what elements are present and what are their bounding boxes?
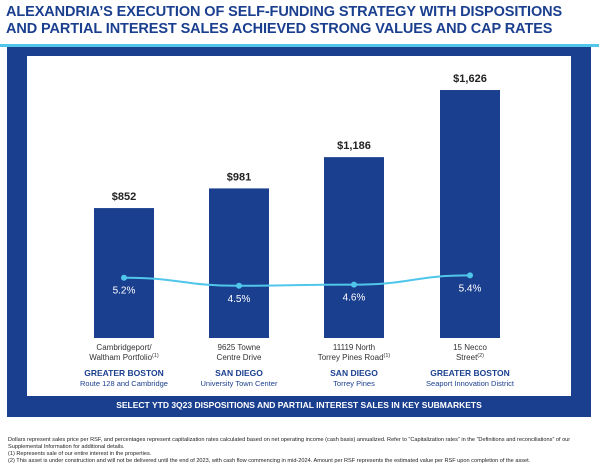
property-name: Centre Drive — [217, 353, 262, 362]
bar-value-label: $1,626 — [453, 73, 487, 85]
market-name: GREATER BOSTON — [430, 368, 510, 378]
bar — [209, 188, 269, 338]
property-name: 11119 North — [333, 343, 375, 352]
cap-rate-point — [121, 274, 127, 281]
market-name: SAN DIEGO — [330, 368, 378, 378]
property-name: Cambridgeport/ — [96, 343, 152, 352]
cap-rate-label: 4.5% — [228, 294, 251, 305]
bar-value-label: $852 — [112, 191, 136, 203]
footnote-marker: (1) — [152, 353, 159, 359]
property-name: Waltham Portfolio(1) — [89, 353, 159, 362]
chart-caption: SELECT YTD 3Q23 DISPOSITIONS AND PARTIAL… — [116, 400, 482, 410]
cap-rate-point — [467, 272, 473, 279]
footnote-marker: (1) — [384, 353, 391, 359]
property-name: Torrey Pines Road(1) — [318, 353, 391, 362]
cap-rate-point — [236, 282, 242, 289]
bar — [324, 157, 384, 338]
footnote-marker: (2) — [477, 353, 484, 359]
property-name: 9625 Towne — [218, 343, 262, 352]
submarket-name: Route 128 and Cambridge — [80, 379, 168, 388]
cap-rate-label: 5.4% — [459, 283, 482, 294]
footnote-2: Supplemental Information for additional … — [8, 444, 125, 450]
title-line-2: AND PARTIAL INTEREST SALES ACHIEVED STRO… — [6, 21, 553, 37]
bar — [94, 208, 154, 338]
chart: $852 $981 $1,186 $1,626 5.2% 4.5% 4.6% 5.4% Camb… — [80, 73, 515, 388]
footnotes: Dollars represent sales price per RSF, a… — [8, 437, 598, 465]
bar — [440, 90, 500, 338]
bar-value-label: $1,186 — [337, 140, 371, 152]
cap-rate-line — [123, 274, 471, 287]
submarket-name: Torrey Pines — [333, 379, 375, 388]
property-name: Street(2) — [456, 353, 484, 362]
footnote-4: (2) This asset is under construction and… — [8, 458, 531, 464]
title-line-1: ALEXANDRIA’S EXECUTION OF SELF-FUNDING S… — [6, 4, 563, 20]
submarket-name: Seaport Innovation District — [426, 379, 515, 388]
cap-rate-label: 4.6% — [343, 293, 366, 304]
submarket-name: University Town Center — [201, 379, 278, 388]
footnote-3: (1) Represents sale of our entire intere… — [8, 451, 152, 457]
market-name: SAN DIEGO — [215, 368, 263, 378]
page-title: ALEXANDRIA’S EXECUTION OF SELF-FUNDING S… — [6, 4, 596, 38]
chart-panel: $852 $981 $1,186 $1,626 5.2% 4.5% 4.6% 5.4% Camb… — [27, 56, 571, 396]
cap-rate-point — [351, 281, 357, 288]
cap-rate-label: 5.2% — [113, 286, 136, 297]
footnote-1: Dollars represent sales price per RSF, a… — [8, 437, 571, 443]
market-name: GREATER BOSTON — [84, 368, 164, 378]
property-name: 15 Necco — [453, 343, 487, 352]
bar-value-label: $981 — [227, 171, 251, 183]
accent-rule — [0, 44, 599, 47]
